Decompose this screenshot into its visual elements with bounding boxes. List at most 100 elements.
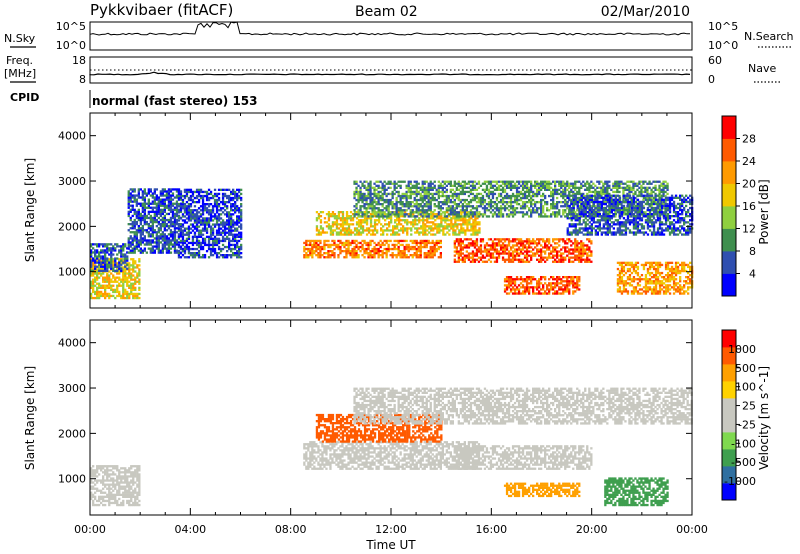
power-cell: [114, 263, 117, 266]
power-cell: [538, 254, 541, 257]
power-cell: [199, 241, 203, 245]
power-cell: [173, 243, 177, 246]
power-cell: [369, 215, 372, 218]
power-cell: [209, 229, 213, 232]
power-cell: [513, 209, 517, 212]
power-cell: [395, 243, 398, 247]
power-cell: [507, 292, 511, 295]
power-cell: [576, 240, 579, 243]
power-cell: [572, 276, 575, 279]
power-cell: [441, 207, 444, 210]
power-cell: [418, 217, 421, 220]
power-cell: [574, 244, 577, 247]
nsky-label: N.Sky: [4, 32, 36, 45]
power-cell: [355, 227, 359, 230]
power-cell: [393, 247, 396, 251]
power-cell: [432, 213, 435, 216]
power-cell: [94, 284, 97, 287]
power-cell: [552, 256, 555, 259]
power-cell: [161, 192, 164, 195]
power-cell: [120, 294, 123, 298]
power-cell: [147, 247, 150, 250]
power-cell: [139, 202, 142, 205]
power-cell: [185, 190, 189, 194]
power-cell: [223, 233, 227, 236]
power-cell: [171, 225, 175, 228]
power-cell: [153, 229, 156, 232]
power-cell: [389, 203, 392, 206]
power-cell: [576, 248, 579, 251]
power-cell: [169, 231, 173, 234]
power-cell: [530, 180, 533, 183]
power-cell: [341, 241, 344, 245]
power-cell: [161, 198, 164, 201]
power-cell: [102, 255, 105, 258]
power-cell: [355, 203, 358, 206]
power-cell: [197, 215, 201, 218]
power-cell: [466, 229, 469, 232]
power-cell: [421, 190, 424, 194]
power-cell: [163, 206, 166, 209]
power-cell: [122, 278, 125, 281]
power-cell: [401, 213, 404, 216]
power-cell: [343, 219, 347, 222]
power-cell: [126, 251, 129, 254]
power-cell: [373, 233, 377, 236]
power-cell: [554, 290, 557, 293]
power-cell: [517, 194, 521, 198]
power-cell: [499, 198, 503, 202]
power-cell: [104, 292, 107, 296]
power-cell: [417, 247, 420, 251]
power-cell: [461, 246, 464, 249]
power-cell: [163, 194, 166, 197]
power-cell: [169, 208, 173, 211]
power-cell: [185, 211, 189, 214]
power-cell: [493, 184, 497, 187]
power-cell: [390, 221, 393, 224]
power-cell: [467, 182, 471, 185]
power-cell: [532, 278, 535, 281]
power-cell: [397, 245, 400, 249]
power-cell: [461, 258, 464, 261]
power-cell: [588, 211, 591, 214]
power-cell: [90, 292, 93, 296]
power-cell: [544, 188, 547, 191]
power-cell: [588, 246, 591, 249]
power-cell: [407, 184, 410, 187]
power-cell: [570, 256, 573, 259]
power-cell: [207, 223, 211, 226]
power-cell: [423, 254, 426, 257]
power-cell: [197, 243, 201, 247]
power-cell: [131, 251, 134, 254]
power-cell: [415, 192, 418, 196]
power-cell: [400, 215, 403, 218]
power-cell: [169, 198, 173, 201]
power-cell: [209, 252, 213, 255]
power-cell: [538, 280, 541, 283]
power-cell: [373, 221, 377, 224]
power-cell: [393, 213, 396, 216]
power-cell: [149, 206, 152, 209]
power-cell: [479, 196, 483, 200]
power-cell: [578, 258, 581, 261]
power-cell: [511, 192, 515, 196]
power-cell: [155, 198, 158, 201]
power-cell: [349, 219, 353, 222]
power-cell: [311, 239, 314, 243]
power-cell: [228, 231, 231, 234]
power-cell: [351, 223, 355, 226]
power-cell: [475, 188, 479, 191]
power-cell: [441, 203, 444, 206]
power-cell: [223, 192, 227, 196]
power-cell: [141, 216, 144, 220]
power-cell: [388, 223, 391, 226]
power-cell: [454, 225, 457, 228]
power-cell: [232, 205, 235, 208]
power-cell: [128, 266, 131, 269]
power-cell: [343, 231, 347, 234]
power-cell: [560, 180, 563, 183]
power-cell: [513, 211, 517, 214]
power-cell: [425, 243, 428, 247]
power-cell: [411, 239, 414, 243]
power-cell: [459, 238, 462, 241]
